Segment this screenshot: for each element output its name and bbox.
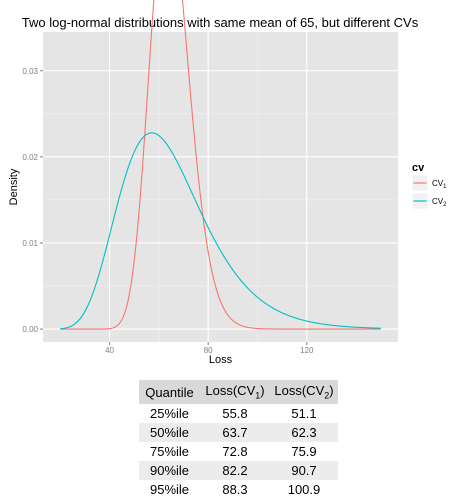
series-layer [60,0,381,330]
y-axis-label: Density [8,168,20,205]
table-cell-loss-cv1: 72.8 [222,444,248,459]
table-cell-loss-cv2: 62.3 [270,423,338,442]
series-line-cv1 [60,0,381,330]
table-cell-loss-cv1: 63.7 [200,423,270,442]
table-cell-quantile: 75%ile [149,444,190,459]
table-cell-quantile: 25%ile [149,406,190,421]
x-axis: 40 80 120 [105,342,314,355]
chart: Two log-normal distributions with same m… [8,0,447,366]
table-cell-quantile: 90%ile [139,461,200,480]
x-tick-label: 120 [300,346,314,355]
table-row: 90%ile 82.2 90.7 [139,461,338,480]
table-row: 95%ile 88.3 100.9 [139,480,338,499]
table-cell-loss-cv1: 88.3 [222,482,248,497]
legend-label: CV1 [432,179,447,190]
table-cell-loss-cv1: 82.2 [200,461,270,480]
table-cell-quantile: 95%ile [149,482,190,497]
quantile-table: Quantile Loss(CV1) Loss(CV2) 25%ile 55.8… [139,380,338,499]
plot-panel [43,32,398,342]
legend: cv CV1 CV2 [411,162,447,210]
x-axis-label: Loss [209,354,233,366]
y-axis: 0.00 0.01 0.02 0.03 [22,67,43,334]
table-header-quantile: Quantile [139,380,200,404]
legend-title: cv [412,162,425,174]
table-cell-loss-cv2: 75.9 [291,444,317,459]
table-cell-loss-cv2: 51.1 [291,406,317,421]
table-row: 50%ile 63.7 62.3 [139,423,338,442]
legend-label: CV2 [432,197,447,208]
x-tick-label: 80 [204,346,213,355]
table-row: 25%ile 55.8 51.1 [139,404,338,423]
table-header-loss-cv1: Loss(CV1) [200,380,270,404]
table-cell-loss-cv2: 90.7 [270,461,338,480]
table-header-loss-cv2: Loss(CV2) [270,380,338,404]
table-header-row: Quantile Loss(CV1) Loss(CV2) [139,380,338,404]
series-line-cv2 [60,132,381,330]
y-tick-label: 0.02 [22,153,38,162]
grid [43,32,398,342]
chart-title: Two log-normal distributions with same m… [22,15,419,30]
table-cell-loss-cv2: 100.9 [287,482,321,497]
y-tick-label: 0.00 [22,325,38,334]
y-tick-label: 0.03 [22,67,38,76]
table-cell-quantile: 50%ile [139,423,200,442]
x-tick-label: 40 [105,346,114,355]
table-cell-loss-cv1: 55.8 [222,406,248,421]
table-row: 75%ile 72.8 75.9 [139,442,338,461]
y-tick-label: 0.01 [22,239,38,248]
